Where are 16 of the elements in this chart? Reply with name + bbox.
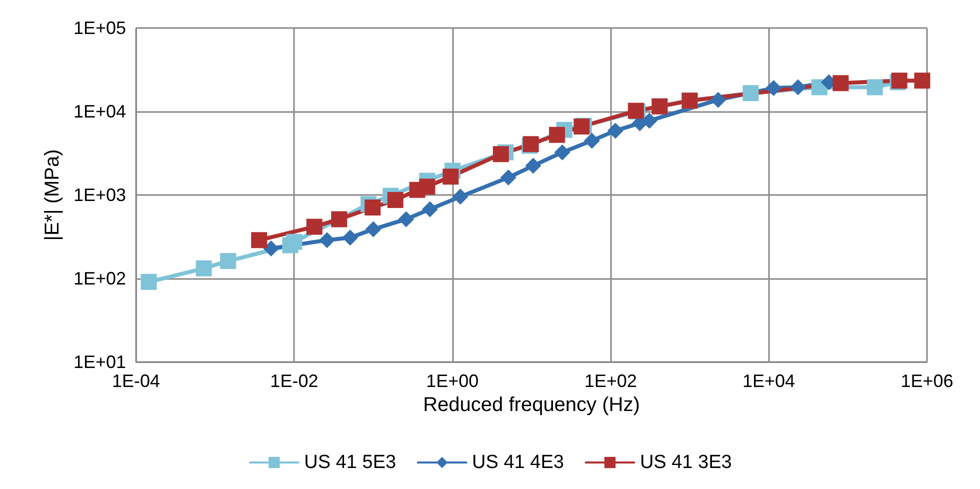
y-tick-label: 1E+05	[73, 18, 126, 38]
x-tick-label: 1E+00	[426, 371, 479, 391]
x-tick-label: 1E+06	[900, 371, 954, 391]
y-tick-label: 1E+04	[73, 102, 126, 122]
y-tick-label: 1E+03	[73, 185, 126, 205]
x-tick-label: 1E+02	[584, 371, 637, 391]
x-tick-label: 1E+04	[742, 371, 796, 391]
legend-label: US 41 4E3	[472, 452, 564, 473]
y-axis-title: |E*| (MPa)	[42, 149, 64, 241]
x-axis-title: Reduced frequency (Hz)	[423, 394, 640, 416]
legend-label: US 41 5E3	[304, 452, 396, 473]
y-tick-label: 1E+02	[73, 268, 126, 288]
y-tick-label: 1E+01	[73, 352, 126, 372]
x-tick-label: 1E-02	[270, 371, 318, 391]
legend-label: US 41 3E3	[640, 452, 732, 473]
x-tick-label: 1E-04	[112, 371, 160, 391]
